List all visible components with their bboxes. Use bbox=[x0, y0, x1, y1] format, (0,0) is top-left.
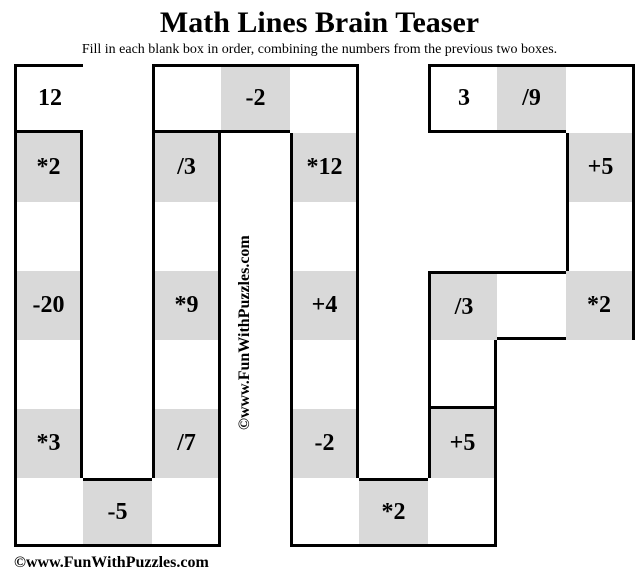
blank-cell bbox=[497, 271, 566, 340]
op-cell: *12 bbox=[290, 133, 359, 202]
blank-cell bbox=[566, 202, 635, 271]
blank-cell: 12 bbox=[14, 64, 83, 133]
blank-cell bbox=[290, 340, 359, 409]
blank-cell bbox=[152, 202, 221, 271]
blank-cell bbox=[290, 478, 359, 547]
op-cell: +4 bbox=[290, 271, 359, 340]
op-cell: -2 bbox=[290, 409, 359, 478]
op-cell: -20 bbox=[14, 271, 83, 340]
op-cell: *2 bbox=[566, 271, 635, 340]
op-cell: *2 bbox=[359, 478, 428, 547]
op-cell: -2 bbox=[221, 64, 290, 133]
op-cell: *2 bbox=[14, 133, 83, 202]
blank-cell bbox=[290, 64, 359, 133]
op-cell: -5 bbox=[83, 478, 152, 547]
op-cell: +5 bbox=[566, 133, 635, 202]
op-cell: /9 bbox=[497, 64, 566, 133]
page-title: Math Lines Brain Teaser bbox=[0, 0, 639, 40]
op-cell: /7 bbox=[152, 409, 221, 478]
blank-cell bbox=[566, 64, 635, 133]
blank-cell: 3 bbox=[428, 64, 497, 133]
op-cell: /3 bbox=[428, 271, 497, 340]
op-cell: *9 bbox=[152, 271, 221, 340]
blank-cell bbox=[152, 64, 221, 133]
op-cell: /3 bbox=[152, 133, 221, 202]
watermark-vertical: ©www.FunWithPuzzles.com bbox=[236, 235, 254, 430]
blank-cell bbox=[428, 340, 497, 409]
blank-cell bbox=[14, 340, 83, 409]
page-subtitle: Fill in each blank box in order, combini… bbox=[0, 40, 639, 64]
blank-cell bbox=[14, 202, 83, 271]
op-cell: *3 bbox=[14, 409, 83, 478]
op-cell: +5 bbox=[428, 409, 497, 478]
blank-cell bbox=[152, 340, 221, 409]
blank-cell bbox=[428, 478, 497, 547]
blank-cell bbox=[152, 478, 221, 547]
blank-cell bbox=[290, 202, 359, 271]
blank-cell bbox=[14, 478, 83, 547]
watermark-footer: ©www.FunWithPuzzles.com bbox=[14, 554, 209, 572]
